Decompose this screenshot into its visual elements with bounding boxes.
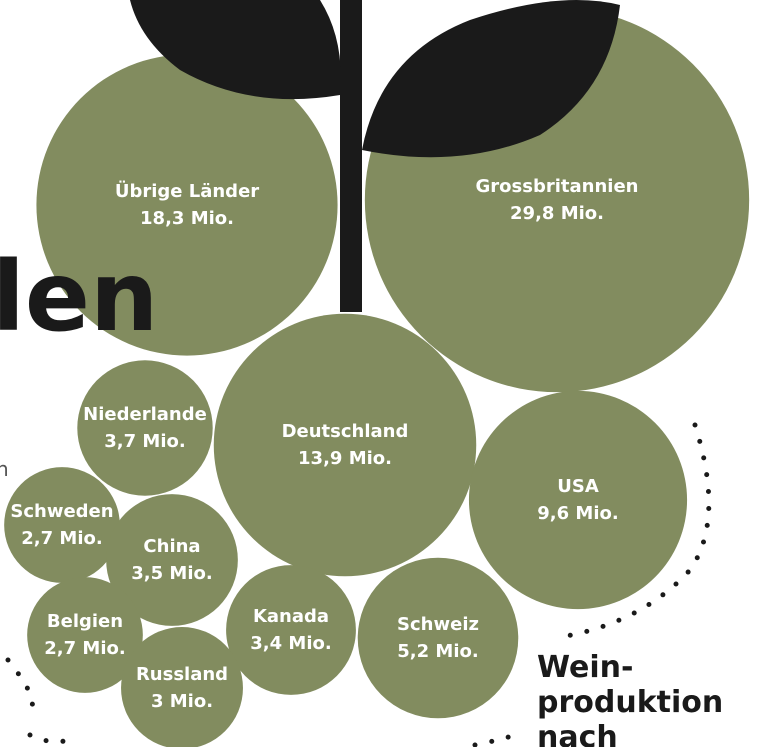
value-label: 3 Mio. (151, 691, 213, 712)
bubble (358, 558, 519, 719)
value-label: 13,9 Mio. (298, 448, 392, 469)
bubble (214, 314, 476, 576)
value-label: 9,6 Mio. (537, 503, 618, 524)
value-label: 3,5 Mio. (131, 563, 212, 584)
bubble-label: Russland (136, 664, 228, 685)
stem (340, 0, 362, 312)
chart: len n Übrige Länder 18,3 Mio. Grossbritann… (0, 0, 762, 747)
bubble-label: China (143, 536, 200, 557)
subheading-line: Wein- (537, 650, 633, 685)
subheading-line: nach (537, 720, 618, 747)
headline-fragment: len (0, 241, 158, 353)
bubble (4, 467, 120, 583)
subheading: Wein- produktion nach (537, 650, 723, 747)
bubble-label: Deutschland (282, 421, 409, 442)
value-label: 3,4 Mio. (250, 633, 331, 654)
text-fragment: n (0, 457, 9, 481)
value-label: 29,8 Mio. (510, 203, 604, 224)
bubble-label: Belgien (47, 611, 123, 632)
subheading-line: produktion (537, 685, 723, 720)
bubble (469, 391, 687, 609)
bubble (121, 627, 243, 747)
bubble (226, 565, 356, 695)
bubble-label: USA (557, 476, 599, 497)
value-label: 5,2 Mio. (397, 641, 478, 662)
value-label: 2,7 Mio. (21, 528, 102, 549)
bubble-label: Übrige Länder (115, 180, 259, 202)
bubble-label: Schweiz (397, 614, 479, 635)
bubble-label: Kanada (253, 606, 329, 627)
value-label: 3,7 Mio. (104, 431, 185, 452)
bubble-label: Grossbritannien (476, 176, 639, 197)
value-label: 2,7 Mio. (44, 638, 125, 659)
bubble-label: Schweden (10, 501, 113, 522)
bubble-label: Niederlande (83, 404, 207, 425)
value-label: 18,3 Mio. (140, 208, 234, 229)
bubble (77, 360, 212, 495)
